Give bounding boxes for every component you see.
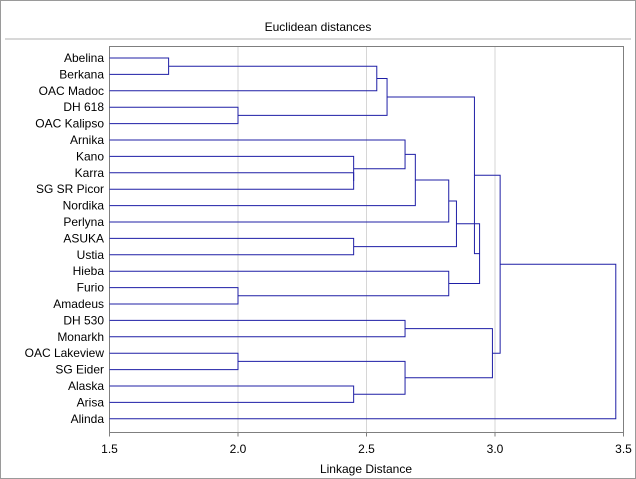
leaf-label: Berkana [59, 67, 104, 81]
leaf-label: Ustia [77, 248, 105, 262]
leaf-label: Perlyna [63, 215, 104, 229]
leaf-label: OAC Kalipso [35, 117, 104, 131]
leaf-label: Alaska [68, 379, 104, 393]
leaf-label: Arnika [70, 133, 104, 147]
leaf-label: OAC Madoc [39, 84, 104, 98]
x-tick-label: 3.5 [615, 442, 632, 456]
x-tick-label: 3.0 [487, 442, 504, 456]
leaf-label: Monarkh [57, 330, 104, 344]
leaf-label: Furio [77, 281, 105, 295]
leaf-label: Abelina [64, 51, 104, 65]
leaf-label: OAC Lakeview [25, 346, 105, 360]
leaf-label: Karra [75, 166, 105, 180]
leaf-label: Alinda [71, 412, 105, 426]
leaf-label: SG Eider [55, 363, 104, 377]
leaf-label: DH 618 [63, 100, 104, 114]
leaf-label: Arisa [77, 395, 105, 409]
x-axis-label: Linkage Distance [320, 462, 412, 476]
leaf-label: Hieba [73, 264, 105, 278]
dendrogram-links [109, 57, 617, 420]
chart-title: Euclidean distances [265, 20, 372, 34]
leaf-label: SG SR Picor [36, 182, 104, 196]
leaf-labels: Abelina Berkana OAC Madoc DH 618 OAC Kalipso… [25, 51, 105, 426]
x-tick-label: 2.5 [358, 442, 375, 456]
dendrogram-link [109, 263, 617, 420]
dendrogram-link [109, 155, 355, 181]
leaf-label: Amadeus [53, 297, 104, 311]
x-tick-label: 1.5 [101, 442, 118, 456]
leaf-label: Kano [76, 149, 104, 163]
leaf-label: DH 530 [63, 313, 104, 327]
leaf-label: ASUKA [63, 231, 104, 245]
x-axis-ticks: 1.5 2.0 2.5 3.0 3.5 [101, 432, 632, 456]
leaf-label: Nordika [63, 199, 105, 213]
x-tick-label: 2.0 [230, 442, 247, 456]
